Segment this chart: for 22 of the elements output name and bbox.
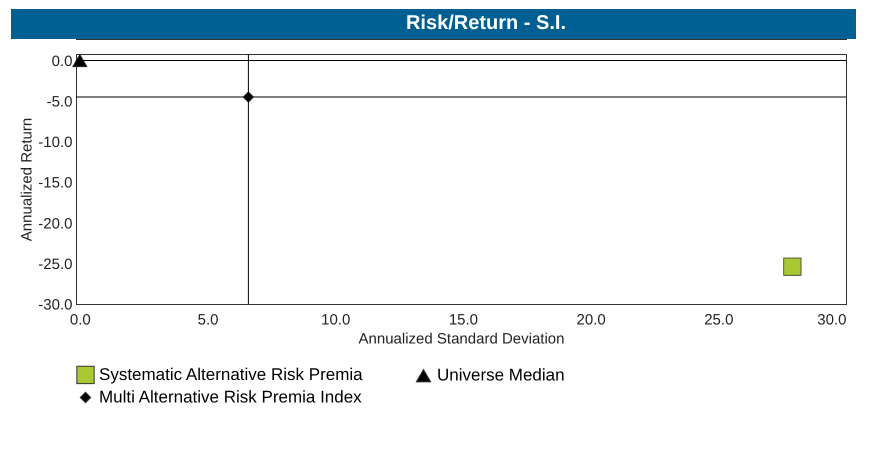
x-tick-label: 25.0 bbox=[704, 312, 734, 328]
legend-label: Systematic Alternative Risk Premia bbox=[99, 364, 364, 384]
x-tick-label: 30.0 bbox=[817, 312, 846, 328]
point bbox=[783, 258, 802, 276]
y-tick-label: -25.0 bbox=[38, 256, 72, 273]
legend-label: Multi Alternative Risk Premia Index bbox=[99, 388, 362, 406]
x-tick-label: 5.0 bbox=[198, 312, 218, 328]
y-tick-label: -5.0 bbox=[46, 94, 72, 111]
y-tick-label: -15.0 bbox=[38, 174, 72, 192]
y-axis-title: Annualized Return bbox=[18, 118, 36, 242]
y-tick-label: -30.0 bbox=[38, 296, 72, 314]
x-tick-label: 20.0 bbox=[576, 312, 606, 328]
y-tick-label: -20.0 bbox=[38, 215, 72, 232]
x-axis-title: Annualized Standard Deviation bbox=[358, 330, 564, 348]
x-tick-label: 10.0 bbox=[321, 312, 350, 328]
chart-title: Risk/Return - S.I. bbox=[406, 12, 566, 34]
point bbox=[72, 54, 88, 68]
y-tick-label: 0.0 bbox=[52, 52, 72, 70]
x-tick-label: 0.0 bbox=[70, 312, 91, 328]
y-tick-label: -10.0 bbox=[38, 134, 72, 152]
legend-label: Universe Median bbox=[437, 366, 565, 385]
x-tick-label: 15.0 bbox=[448, 312, 478, 328]
